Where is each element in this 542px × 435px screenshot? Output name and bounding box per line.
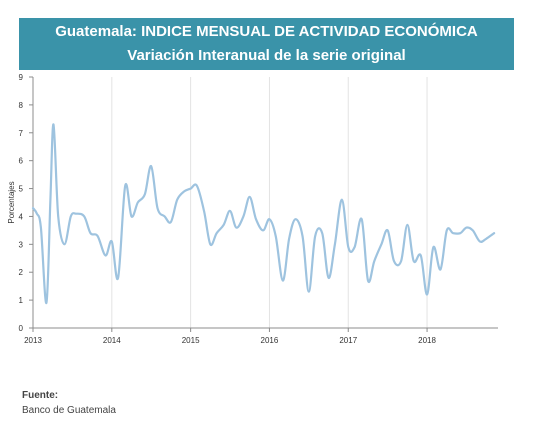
series-line	[31, 123, 496, 305]
y-tick-label: 2	[19, 268, 24, 277]
chart-subtitle: Variación Interanual de la serie origina…	[127, 47, 406, 64]
source-label: Fuente:	[22, 390, 59, 401]
y-tick-label: 1	[19, 296, 24, 305]
y-axis-label: Porcentajes	[7, 181, 16, 223]
x-tick-label: 2014	[103, 336, 121, 345]
x-tick-label: 2018	[418, 336, 436, 345]
y-tick-label: 4	[19, 212, 24, 221]
x-tick-label: 2015	[182, 336, 200, 345]
chart-title: Guatemala: INDICE MENSUAL DE ACTIVIDAD E…	[55, 23, 478, 40]
chart-title-banner: Guatemala: INDICE MENSUAL DE ACTIVIDAD E…	[19, 18, 514, 70]
y-tick-label: 7	[19, 129, 24, 138]
y-tick-label: 3	[19, 240, 24, 249]
y-tick-label: 6	[19, 157, 24, 166]
x-tick-label: 2013	[24, 336, 42, 345]
y-tick-label: 5	[19, 185, 24, 194]
y-tick-label: 9	[19, 73, 24, 82]
y-tick-label: 0	[19, 324, 24, 333]
source-text: Banco de Guatemala	[22, 405, 116, 416]
y-tick-label: 8	[19, 101, 24, 110]
x-tick-label: 2016	[261, 336, 279, 345]
x-tick-label: 2017	[339, 336, 357, 345]
